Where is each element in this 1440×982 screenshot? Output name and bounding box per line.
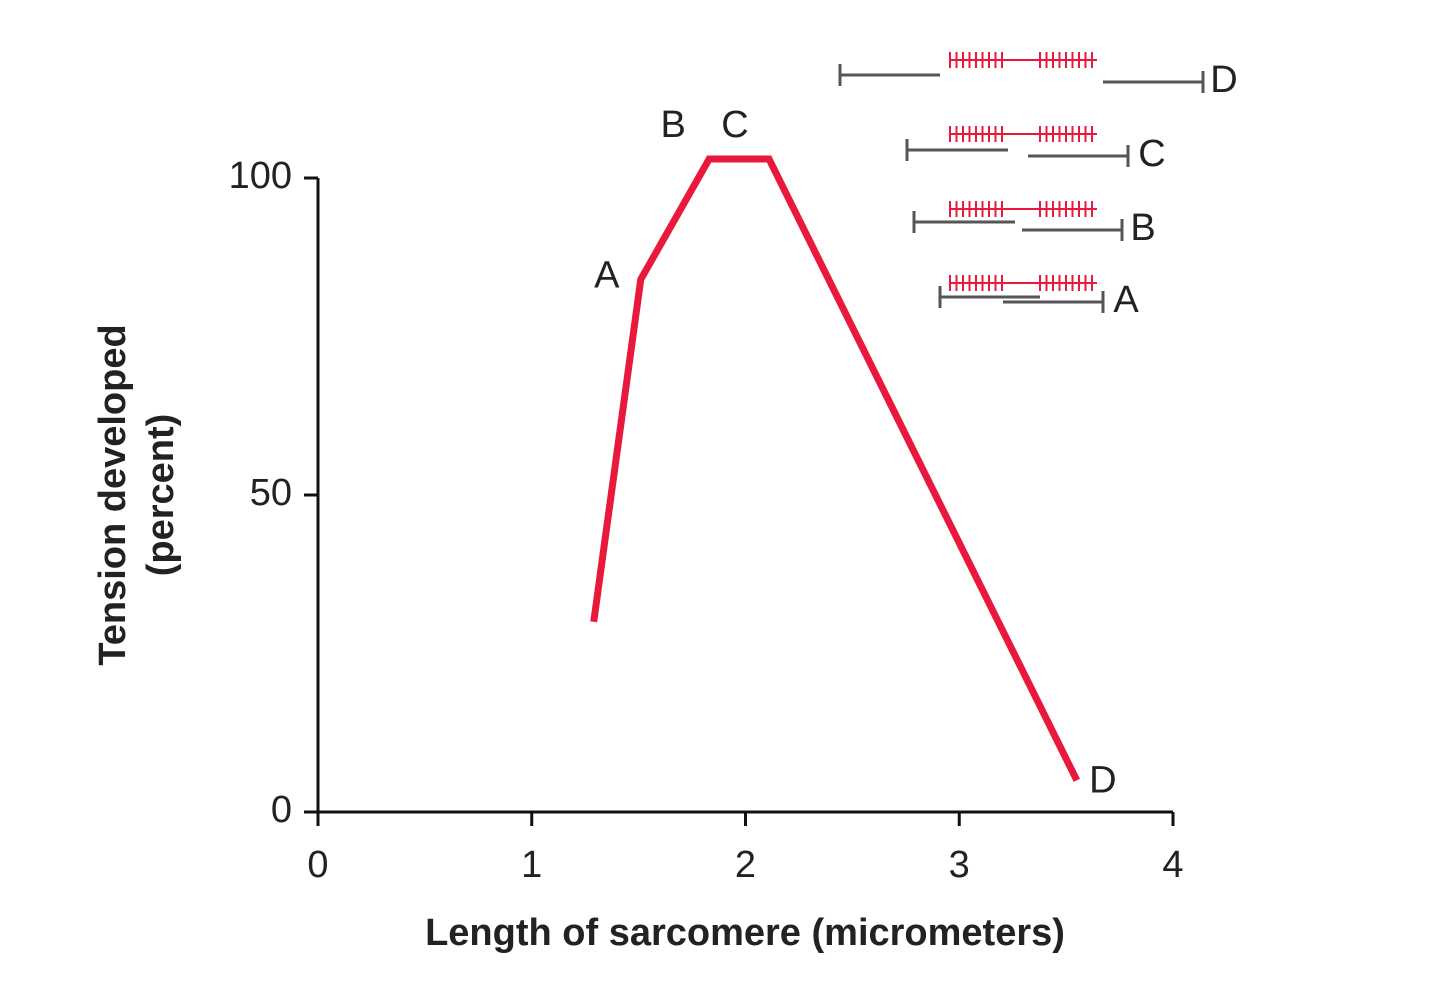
tension-line — [590, 155, 1080, 782]
point-label: B — [660, 104, 685, 146]
y-tick-label: 100 — [229, 155, 292, 197]
point-label: C — [721, 104, 748, 146]
x-axis-title: Length of sarcomere (micrometers) — [425, 912, 1065, 954]
sarcomere-label: C — [1138, 133, 1165, 175]
y-axis-title: Tension developed — [92, 324, 134, 665]
x-tick-label: 3 — [949, 844, 970, 886]
y-tick-label: 0 — [271, 789, 292, 831]
y-tick-label: 50 — [250, 472, 292, 514]
sarcomere-label: B — [1130, 207, 1155, 249]
sarcomere-label: A — [1113, 279, 1139, 321]
x-tick-label: 0 — [307, 844, 328, 886]
x-tick-label: 2 — [735, 844, 756, 886]
x-tick-label: 1 — [521, 844, 542, 886]
sarcomere-label: D — [1210, 59, 1237, 101]
y-axis-title: (percent) — [140, 414, 182, 577]
point-label: A — [594, 254, 620, 296]
point-label: D — [1089, 759, 1116, 801]
x-tick-label: 4 — [1162, 844, 1183, 886]
